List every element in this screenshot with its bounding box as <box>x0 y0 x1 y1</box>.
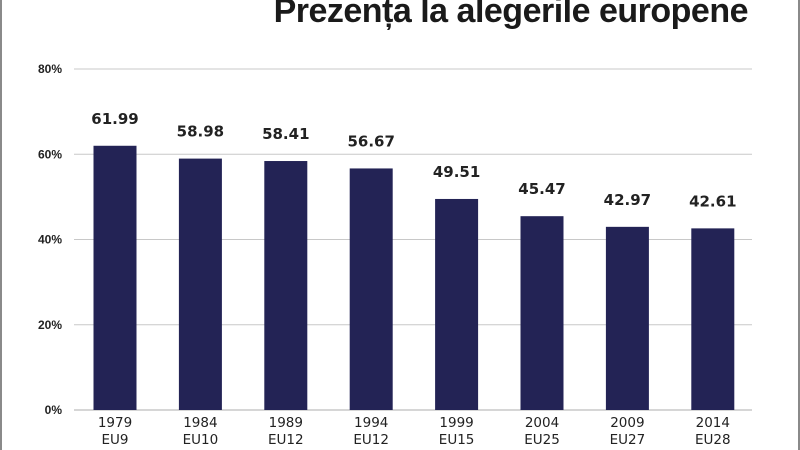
bar <box>93 145 137 410</box>
bars <box>93 145 735 410</box>
x-tick-sublabel: EU25 <box>524 432 560 448</box>
bar <box>435 198 479 410</box>
x-tick-sublabel: EU10 <box>183 432 219 448</box>
value-label: 42.97 <box>604 191 651 209</box>
x-tick-label: 2014 <box>696 415 730 431</box>
bar <box>605 226 649 410</box>
bar <box>520 216 564 410</box>
x-tick-label: 2009 <box>610 415 644 431</box>
bar <box>691 228 735 410</box>
x-tick-label: 1989 <box>269 415 303 431</box>
value-label: 49.51 <box>433 163 480 181</box>
x-tick-sublabel: EU12 <box>353 432 389 448</box>
y-tick-label: 20% <box>38 318 62 332</box>
x-tick-sublabel: EU28 <box>695 432 731 448</box>
x-tick-sublabel: EU15 <box>439 432 475 448</box>
y-tick-label: 40% <box>38 233 62 247</box>
chart-title: Prezența la alegerile europene <box>273 0 749 30</box>
value-label: 58.41 <box>262 125 309 143</box>
y-tick-label: 80% <box>38 62 62 76</box>
y-tick-label: 60% <box>38 147 62 161</box>
x-tick-label: 2004 <box>525 415 559 431</box>
x-tick-sublabel: EU9 <box>102 432 129 448</box>
bar <box>264 161 308 410</box>
y-axis-ticks: 0% 20% 40% 60% 80% <box>38 62 62 417</box>
y-tick-label: 0% <box>45 403 63 417</box>
bar <box>349 168 393 410</box>
x-tick-label: 1999 <box>439 415 473 431</box>
x-tick-label: 1984 <box>183 415 217 431</box>
value-label: 45.47 <box>518 180 565 198</box>
value-labels: 61.99 58.98 58.41 56.67 49.51 45.47 42.97 42.61 <box>91 110 736 211</box>
bar <box>178 158 222 410</box>
x-tick-sublabel: EU12 <box>268 432 304 448</box>
x-tick-label: 1979 <box>98 415 132 431</box>
value-label: 56.67 <box>347 132 394 150</box>
x-tick-label: 1994 <box>354 415 388 431</box>
value-label: 58.98 <box>177 123 224 141</box>
x-axis-ticks: 1979EU91984EU101989EU121994EU121999EU152… <box>98 415 731 448</box>
gridlines <box>74 68 752 411</box>
value-label: 61.99 <box>91 110 138 128</box>
x-tick-sublabel: EU27 <box>610 432 646 448</box>
value-label: 42.61 <box>689 192 736 210</box>
